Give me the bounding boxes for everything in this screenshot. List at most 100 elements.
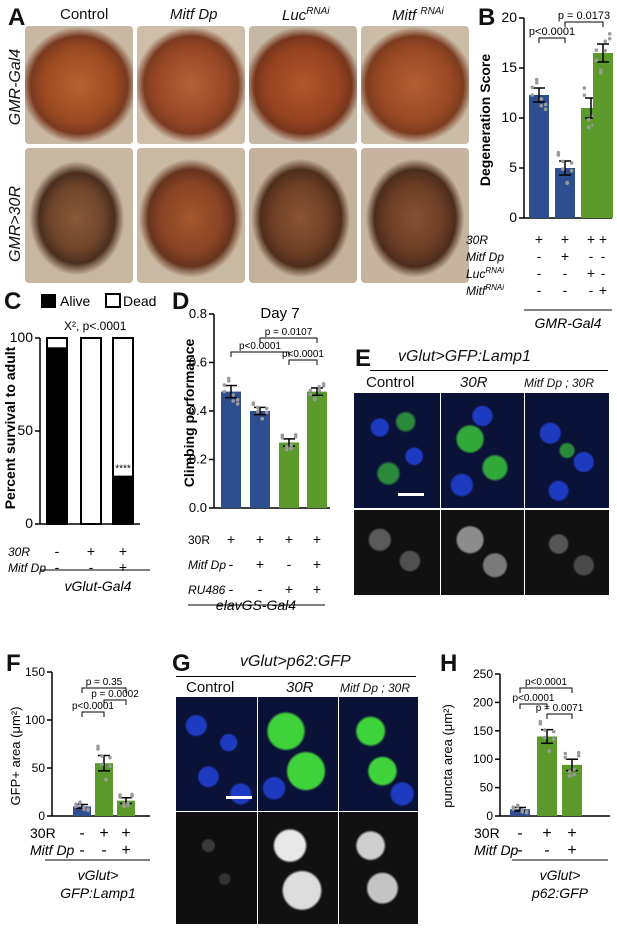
- condition-row-label: RU486: [188, 583, 226, 597]
- bar: [537, 736, 557, 816]
- panel-f-footer-2: GFP:Lamp1: [60, 885, 135, 901]
- condition-mark: -: [563, 282, 568, 298]
- p-value-label: p<0.0001: [513, 693, 555, 704]
- condition-mark: +: [542, 825, 551, 842]
- y-tick-label: 0.0: [189, 500, 207, 515]
- condition-row-label: 30R: [466, 233, 488, 247]
- bar-alive: [47, 347, 67, 524]
- data-point: [108, 764, 112, 769]
- panel-b-ylabel: Degeneration Score: [477, 54, 493, 186]
- data-point: [280, 433, 285, 438]
- condition-mark: -: [229, 556, 234, 572]
- condition-row-label: Mitf Dp: [8, 561, 46, 575]
- panel-a-col-mitfdp: Mitf Dp: [170, 6, 218, 23]
- significance-bracket: [546, 713, 573, 719]
- condition-mark: -: [89, 559, 94, 575]
- condition-mark: +: [285, 581, 293, 597]
- data-point: [264, 406, 269, 411]
- bar-dead: [80, 337, 102, 525]
- data-point: [104, 777, 108, 782]
- bar: [73, 806, 91, 816]
- data-point: [607, 31, 612, 36]
- condition-row-label: Mitf Dp: [188, 558, 226, 572]
- data-point: [543, 107, 548, 112]
- panel-c-ylabel: Percent survival to adult: [2, 346, 18, 509]
- condition-row-label: 30R: [474, 825, 500, 841]
- condition-mark: -: [79, 842, 84, 859]
- panel-h-footer-2: p62:GFP: [531, 885, 589, 901]
- micrograph-e-mitfdp-30r-gfp: [525, 510, 609, 595]
- condition-mark: -: [287, 556, 292, 572]
- data-point: [594, 48, 599, 53]
- legend-dead-label: Dead: [123, 293, 156, 309]
- data-point: [586, 117, 591, 122]
- panel-c-stat: X², p<.0001: [64, 319, 127, 333]
- bar: [279, 442, 299, 508]
- data-point: [539, 97, 544, 101]
- data-point: [511, 805, 516, 810]
- legend-dead-swatch: [105, 293, 121, 308]
- p-value-label: p<0.0001: [282, 349, 324, 360]
- micrograph-e-control-gfp: [354, 510, 440, 595]
- y-tick-label: 20: [501, 9, 517, 25]
- condition-mark: -: [563, 265, 568, 281]
- data-point: [308, 388, 313, 393]
- panel-a-letter: A: [8, 4, 26, 31]
- condition-mark: +: [256, 556, 264, 572]
- data-point: [520, 810, 525, 814]
- data-point: [284, 444, 289, 449]
- data-point: [547, 749, 552, 753]
- y-tick-label: 50: [480, 781, 494, 795]
- panel-e-letter: E: [355, 345, 372, 372]
- condition-mark: -: [589, 282, 594, 298]
- micrograph-g-control-gfp: [176, 812, 257, 924]
- data-point: [235, 402, 240, 406]
- condition-mark: +: [121, 842, 130, 859]
- p-value-label: p = 0.35: [86, 677, 123, 688]
- data-point: [74, 802, 78, 807]
- condition-mark: -: [537, 282, 542, 298]
- micrograph-g-control-merge: [176, 697, 257, 811]
- panel-h-letter: H: [440, 650, 458, 677]
- panel-f-chart: GFP+ area (μm²) 0 50 100 150 p = 0.35p = 0.…: [8, 665, 150, 901]
- data-point: [100, 762, 104, 767]
- condition-row-label: MitfRNAi: [466, 283, 504, 298]
- condition-mark: +: [587, 231, 595, 247]
- significance-bracket: [230, 351, 290, 357]
- p-value-label: p = 0.0071: [536, 703, 584, 714]
- panel-d-letter: D: [172, 288, 190, 315]
- significance-bracket: [81, 711, 105, 717]
- condition-mark: +: [119, 543, 127, 559]
- panel-g-col-30r: 30R: [286, 679, 314, 696]
- data-point: [231, 399, 236, 403]
- data-point: [255, 409, 260, 414]
- micrograph-e-mitfdp-30r-merge: [525, 393, 609, 508]
- data-point: [96, 744, 100, 749]
- data-point: [222, 383, 227, 387]
- condition-mark: +: [313, 531, 321, 547]
- eye-image-mitf-rnai-gmr: [361, 26, 469, 144]
- y-tick-label: 10: [501, 109, 517, 125]
- panel-c-chart: Alive Dead Percent survival to adult X²,…: [2, 293, 156, 594]
- condition-mark: -: [601, 265, 606, 281]
- data-point: [607, 36, 612, 41]
- panel-d-title: Day 7: [260, 305, 299, 322]
- condition-mark: +: [99, 825, 108, 842]
- y-tick-label: 0: [486, 809, 493, 823]
- data-point: [321, 384, 326, 388]
- data-point: [538, 719, 543, 724]
- condition-mark: -: [537, 265, 542, 281]
- panel-f-letter: F: [6, 650, 21, 677]
- data-point: [317, 385, 322, 389]
- y-tick-label: 0.2: [189, 452, 207, 467]
- data-point: [563, 751, 568, 756]
- p-value-label: p = 0.0107: [265, 327, 313, 338]
- micrograph-e-control-merge: [354, 393, 440, 508]
- condition-mark: -: [601, 248, 606, 264]
- condition-mark: +: [599, 282, 607, 298]
- bar: [555, 168, 575, 218]
- significance-bracket: [519, 687, 573, 693]
- data-point: [534, 80, 539, 85]
- p-value-label: p<0.0001: [72, 701, 114, 712]
- condition-mark: +: [313, 556, 321, 572]
